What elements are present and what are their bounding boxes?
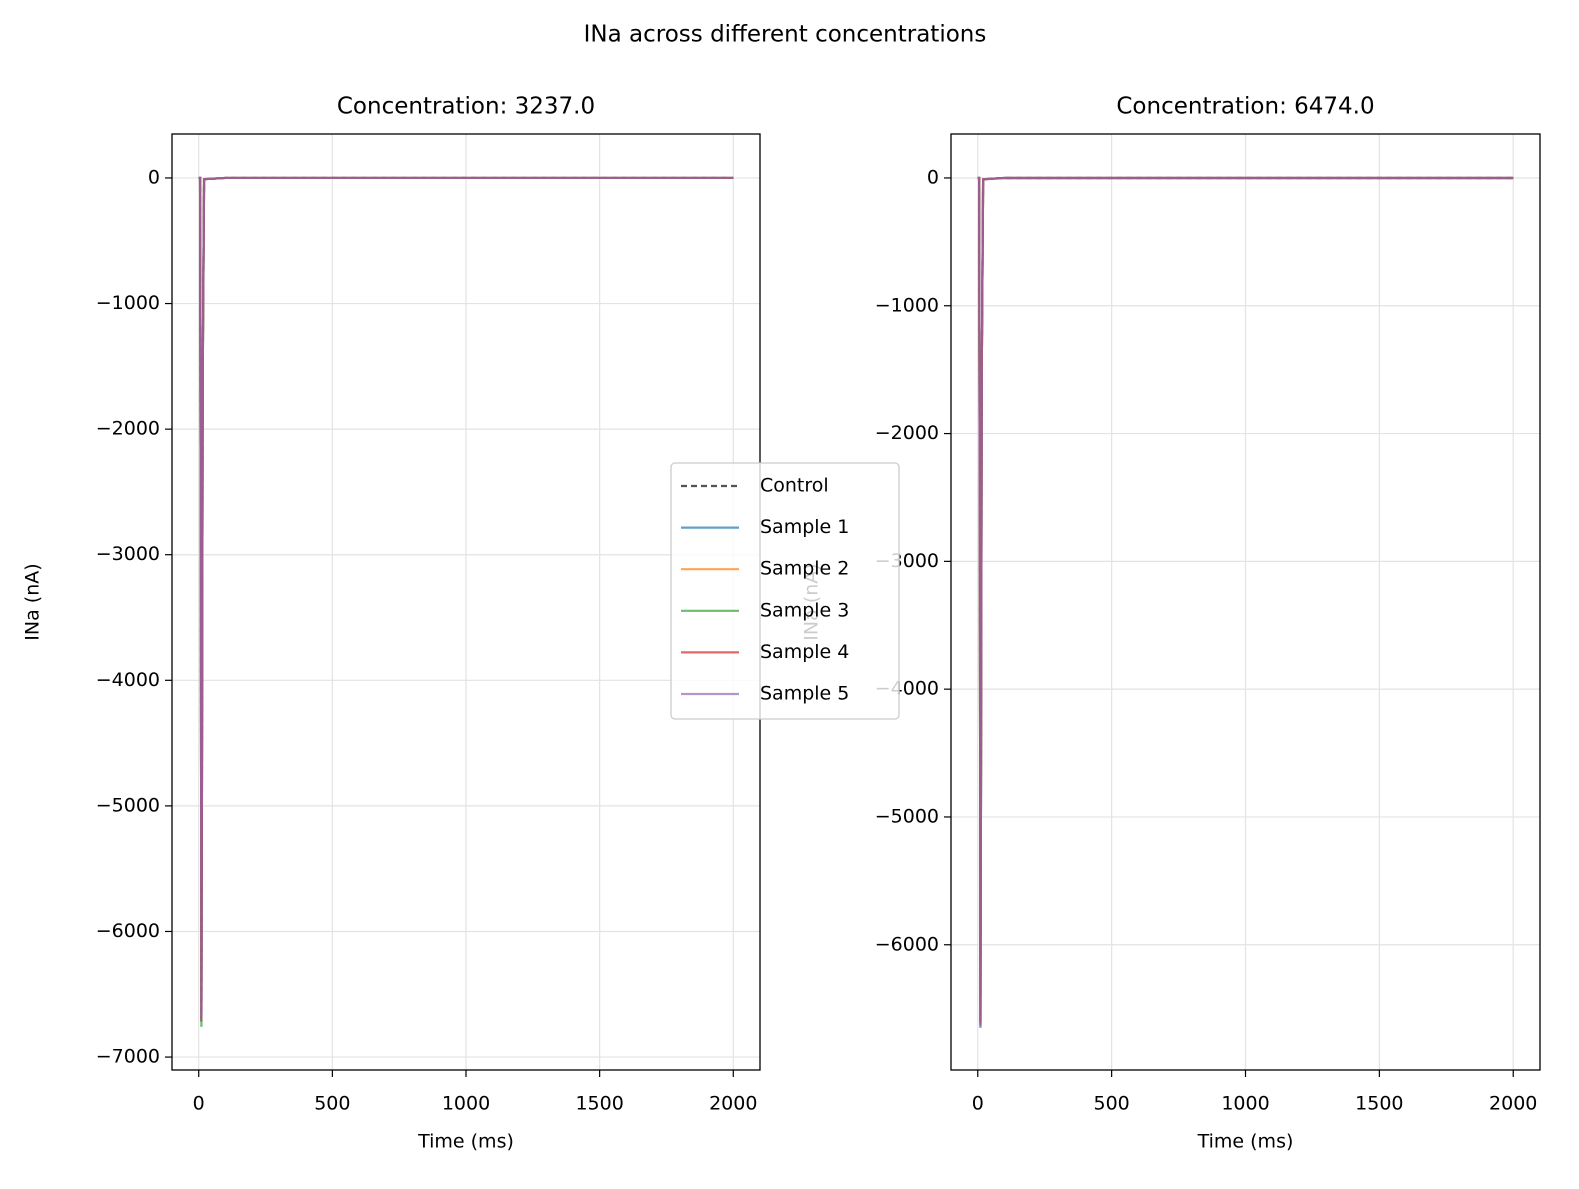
- y-tick-label: 0: [927, 166, 939, 188]
- subplot-title: Concentration: 3237.0: [337, 94, 595, 120]
- legend-label: Sample 5: [760, 683, 849, 705]
- x-tick-label: 0: [972, 1093, 984, 1115]
- x-tick-label: 1500: [575, 1093, 623, 1115]
- x-axis-label: Time (ms): [1197, 1131, 1294, 1153]
- y-tick-label: −7000: [96, 1046, 160, 1068]
- x-tick-label: 1500: [1355, 1093, 1403, 1115]
- figure-title: INa across different concentrations: [584, 22, 987, 48]
- legend-label: Control: [760, 475, 829, 497]
- subplot-title: Concentration: 6474.0: [1116, 94, 1374, 120]
- y-tick-label: −5000: [875, 805, 939, 827]
- y-axis-label: INa (nA): [22, 563, 44, 640]
- y-tick-label: −4000: [96, 669, 160, 691]
- legend-label: Sample 4: [760, 641, 849, 663]
- subplot: Concentration: 3237.0 Time (ms) INa (nA) 0 5…: [22, 94, 761, 1153]
- y-tick-label: −2000: [875, 422, 939, 444]
- y-tick-label: −3000: [96, 543, 160, 565]
- legend-label: Sample 1: [760, 516, 849, 538]
- y-tick-label: −1000: [96, 292, 160, 314]
- series-line: [198, 176, 734, 1021]
- plot-frame: [950, 133, 1541, 1071]
- legend-label: Sample 2: [760, 558, 849, 580]
- legend-box: [670, 462, 900, 720]
- y-tick-label: 0: [148, 166, 160, 188]
- x-axis-label: Time (ms): [417, 1131, 514, 1153]
- x-tick-label: 500: [1094, 1093, 1130, 1115]
- legend-label: Sample 3: [760, 599, 849, 621]
- legend: Control Sample 1 Sample 2 Sample 3 Sample 4 S…: [670, 462, 900, 720]
- y-tick-label: −1000: [875, 294, 939, 316]
- series-line: [977, 176, 1514, 1027]
- y-tick-label: −6000: [875, 933, 939, 955]
- x-tick-label: 0: [193, 1093, 205, 1115]
- y-tick-label: −2000: [96, 418, 160, 440]
- y-tick-label: −6000: [96, 920, 160, 942]
- x-tick-label: 1000: [1221, 1093, 1269, 1115]
- y-tick-label: −5000: [96, 794, 160, 816]
- x-tick-label: 2000: [709, 1093, 757, 1115]
- x-tick-label: 2000: [1489, 1093, 1537, 1115]
- x-tick-label: 500: [314, 1093, 350, 1115]
- x-tick-label: 1000: [442, 1093, 490, 1115]
